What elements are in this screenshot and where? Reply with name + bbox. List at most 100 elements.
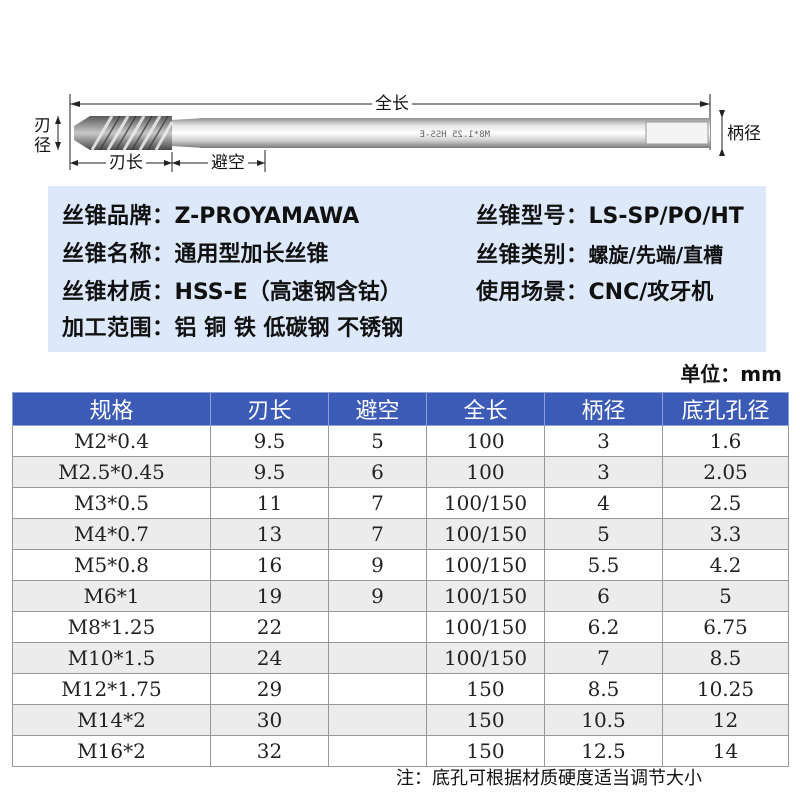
cell-shank-dia: 12.5	[544, 735, 663, 767]
spec-name: 丝锥名称：通用型加长丝锥	[62, 240, 329, 270]
cell-cut-length: 9.5	[210, 456, 329, 488]
type-label: 丝锥类别：	[476, 243, 589, 268]
cell-drill-dia: 3.3	[662, 518, 789, 550]
cell-shank-dia: 3	[544, 456, 663, 488]
cell-total-length: 100/150	[426, 549, 545, 581]
spec-model: 丝锥型号：LS-SP/PO/HT	[476, 202, 744, 232]
model-label: 丝锥型号：	[476, 204, 589, 229]
cell-spec: M16*2	[12, 735, 211, 767]
shank-dia-label: 柄径	[727, 124, 761, 144]
spec-table: 规格 刃长 避空 全长 柄径 底孔孔径 M2*0.4 9.5 5 100 3 1.6 M2.…	[12, 392, 789, 767]
cell-relief	[328, 642, 427, 674]
header-spec: 规格	[12, 392, 211, 426]
cell-drill-dia: 8.5	[662, 642, 789, 674]
brand-label: 丝锥品牌：	[62, 204, 175, 229]
cell-total-length: 100/150	[426, 518, 545, 550]
footnote: 注：底孔可根据材质硬度适当调节大小	[396, 768, 702, 789]
table-body: M2*0.4 9.5 5 100 3 1.6 M2.5*0.45 9.5 6 100 3 2.05 M3…	[12, 425, 789, 767]
cell-spec: M5*0.8	[12, 549, 211, 581]
cell-spec: M4*0.7	[12, 518, 211, 550]
shank-marking-text: M8*1.25 HSS-E	[420, 130, 490, 140]
name-value: 通用型加长丝锥	[174, 242, 329, 267]
cell-spec: M14*2	[12, 704, 211, 736]
cell-total-length: 100/150	[426, 580, 545, 612]
usage-label: 使用场景：	[476, 280, 589, 305]
name-label: 丝锥名称：	[62, 242, 175, 267]
brand-value: Z-PROYAMAWA	[174, 204, 360, 229]
header-shank-dia: 柄径	[544, 392, 663, 426]
cell-relief: 5	[328, 425, 427, 457]
cell-drill-dia: 6.75	[662, 611, 789, 643]
cell-total-length: 100	[426, 425, 545, 457]
table-row: M2*0.4 9.5 5 100 3 1.6	[12, 425, 789, 457]
cell-drill-dia: 12	[662, 704, 789, 736]
spec-material: 丝锥材质：HSS-E（高速钢含钴）	[62, 278, 402, 308]
table-row: M10*1.5 24 100/150 7 8.5	[12, 642, 789, 674]
spec-type: 丝锥类别：螺旋/先端/直槽	[476, 240, 723, 271]
cell-spec: M2.5*0.45	[12, 456, 211, 488]
cell-cut-length: 32	[210, 735, 329, 767]
cell-drill-dia: 10.25	[662, 673, 789, 705]
cell-drill-dia: 2.05	[662, 456, 789, 488]
cell-cut-length: 24	[210, 642, 329, 674]
cell-shank-dia: 7	[544, 642, 663, 674]
cell-relief: 9	[328, 549, 427, 581]
table-row: M2.5*0.45 9.5 6 100 3 2.05	[12, 456, 789, 488]
cell-cut-length: 11	[210, 487, 329, 519]
cell-total-length: 100/150	[426, 611, 545, 643]
cell-relief: 7	[328, 487, 427, 519]
cell-drill-dia: 14	[662, 735, 789, 767]
cell-relief: 7	[328, 518, 427, 550]
cell-total-length: 100/150	[426, 642, 545, 674]
cell-cut-length: 29	[210, 673, 329, 705]
cell-shank-dia: 8.5	[544, 673, 663, 705]
spec-box: 丝锥品牌：Z-PROYAMAWA 丝锥型号：LS-SP/PO/HT 丝锥名称：通…	[48, 186, 766, 352]
model-value: LS-SP/PO/HT	[588, 204, 744, 229]
cut-length-label: 刃长	[106, 153, 146, 173]
spec-range: 加工范围：铝 铜 铁 低碳钢 不锈钢	[62, 314, 403, 344]
table-row: M8*1.25 22 100/150 6.2 6.75	[12, 611, 789, 643]
cell-spec: M10*1.5	[12, 642, 211, 674]
cell-relief: 9	[328, 580, 427, 612]
cell-drill-dia: 4.2	[662, 549, 789, 581]
cell-total-length: 100	[426, 456, 545, 488]
header-relief: 避空	[328, 392, 427, 426]
cell-spec: M2*0.4	[12, 425, 211, 457]
cell-spec: M3*0.5	[12, 487, 211, 519]
usage-value: CNC/攻牙机	[588, 280, 714, 305]
cell-total-length: 150	[426, 704, 545, 736]
cell-drill-dia: 1.6	[662, 425, 789, 457]
table-row: M3*0.5 11 7 100/150 4 2.5	[12, 487, 789, 519]
tap-illustration: M8*1.25 HSS-E	[55, 94, 725, 172]
table-row: M14*2 30 150 10.5 12	[12, 704, 789, 736]
table-row: M4*0.7 13 7 100/150 5 3.3	[12, 518, 789, 550]
cell-shank-dia: 4	[544, 487, 663, 519]
table-row: M5*0.8 16 9 100/150 5.5 4.2	[12, 549, 789, 581]
blade-dia-label-1: 刃	[34, 116, 51, 136]
tap-drawing: M8*1.25 HSS-E 全长 刃长 避空 柄径 刃 径	[0, 0, 800, 185]
cell-total-length: 100/150	[426, 487, 545, 519]
cell-spec: M8*1.25	[12, 611, 211, 643]
cell-cut-length: 19	[210, 580, 329, 612]
header-cut-length: 刃长	[210, 392, 329, 426]
unit-label: 单位：mm	[680, 362, 782, 386]
table-header-row: 规格 刃长 避空 全长 柄径 底孔孔径	[12, 392, 789, 426]
cell-total-length: 150	[426, 735, 545, 767]
cell-total-length: 150	[426, 673, 545, 705]
cell-relief: 6	[328, 456, 427, 488]
cell-spec: M6*1	[12, 580, 211, 612]
material-label: 丝锥材质：	[62, 280, 175, 305]
type-value: 螺旋/先端/直槽	[588, 243, 724, 267]
cell-relief	[328, 611, 427, 643]
table-row: M16*2 32 150 12.5 14	[12, 735, 789, 767]
range-value: 铝 铜 铁 低碳钢 不锈钢	[174, 316, 404, 341]
header-total-length: 全长	[426, 392, 545, 426]
cell-drill-dia: 5	[662, 580, 789, 612]
cell-cut-length: 9.5	[210, 425, 329, 457]
spec-brand: 丝锥品牌：Z-PROYAMAWA	[62, 202, 359, 232]
cell-cut-length: 16	[210, 549, 329, 581]
total-length-label: 全长	[372, 94, 412, 114]
cell-shank-dia: 6.2	[544, 611, 663, 643]
table-row: M6*1 19 9 100/150 6 5	[12, 580, 789, 612]
cell-cut-length: 30	[210, 704, 329, 736]
